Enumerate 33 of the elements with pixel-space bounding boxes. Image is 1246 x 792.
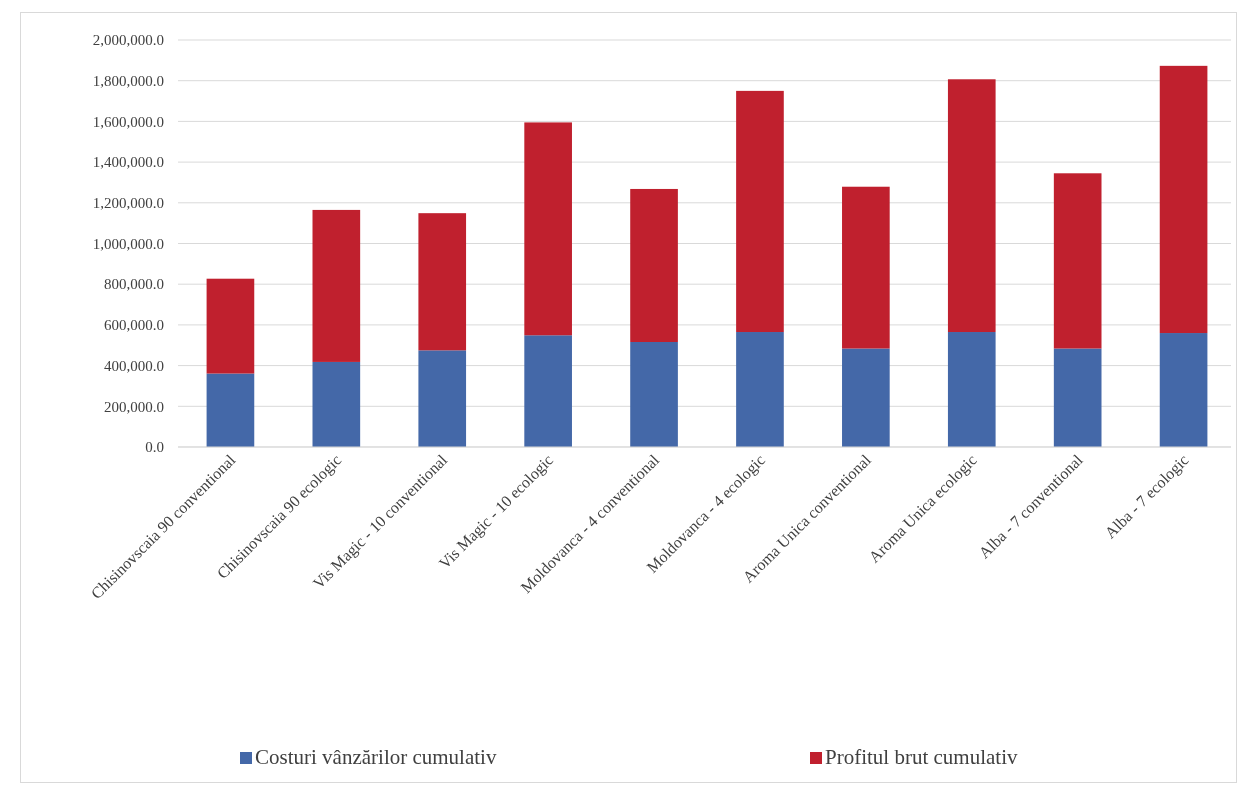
bar xyxy=(1159,333,1208,447)
y-tick-label: 0.0 xyxy=(145,439,164,456)
bar xyxy=(1053,348,1102,447)
bar xyxy=(630,188,678,342)
bar xyxy=(630,341,678,447)
bar xyxy=(418,350,467,447)
y-tick-label: 1,000,000.0 xyxy=(92,235,164,252)
y-tick-label: 400,000.0 xyxy=(104,357,164,374)
y-tick-label: 600,000.0 xyxy=(104,317,164,334)
bar xyxy=(206,373,255,447)
y-tick-label: 800,000.0 xyxy=(104,276,164,293)
bar xyxy=(418,213,467,351)
y-tick-label: 1,400,000.0 xyxy=(92,154,164,171)
bar xyxy=(842,348,890,447)
bar xyxy=(524,122,572,336)
bar xyxy=(947,332,996,447)
bar xyxy=(524,335,572,447)
bar xyxy=(947,79,996,333)
bar xyxy=(312,209,361,362)
bar xyxy=(1159,65,1208,334)
y-tick-label: 1,200,000.0 xyxy=(92,195,164,212)
legend-label: Profitul brut cumulativ xyxy=(825,745,1018,769)
bar xyxy=(312,361,361,447)
y-tick-label: 2,000,000.0 xyxy=(92,32,164,49)
bar xyxy=(736,332,784,447)
bar xyxy=(1053,173,1102,349)
y-tick-label: 1,600,000.0 xyxy=(92,113,164,130)
bar xyxy=(736,90,784,333)
y-tick-label: 1,800,000.0 xyxy=(92,72,164,89)
legend-label: Costuri vânzărilor cumulativ xyxy=(255,745,497,769)
bar xyxy=(206,278,255,374)
bar xyxy=(842,186,890,349)
y-tick-label: 200,000.0 xyxy=(104,398,164,415)
